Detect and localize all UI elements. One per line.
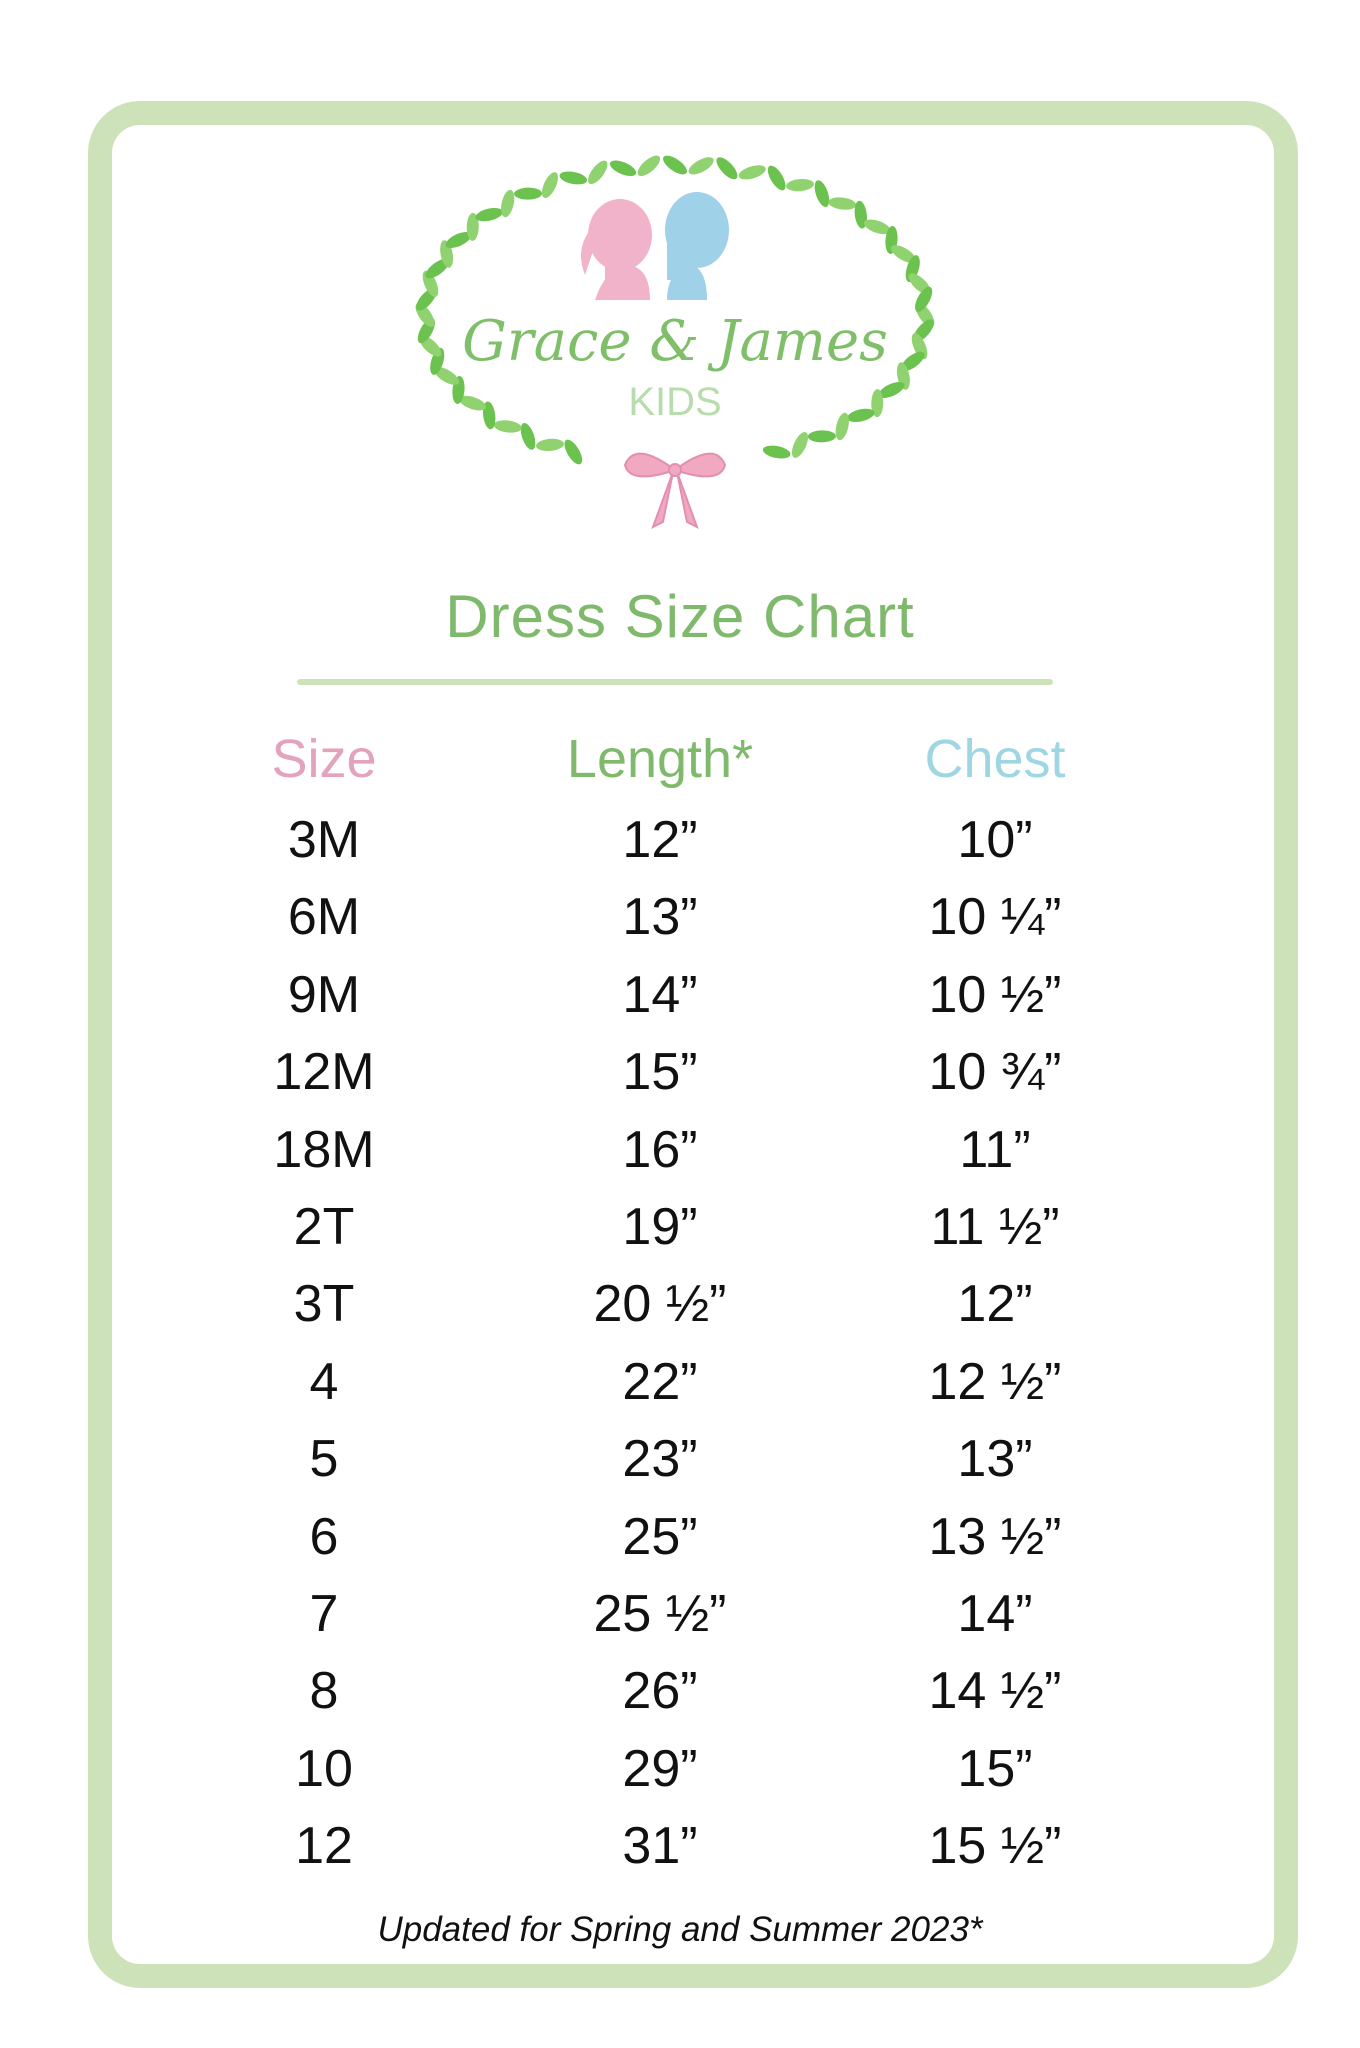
cell-size: 6 (309, 1507, 339, 1566)
header-length: Length* (566, 729, 754, 789)
cell-size: 3M (287, 811, 361, 869)
cell-length: 25 ½” (593, 1585, 727, 1643)
cell-size: 12M (273, 1043, 375, 1102)
cell-chest: 10 ¾” (928, 1043, 1062, 1102)
cell-chest: 10 ½” (928, 965, 1062, 1024)
cell-chest: 14” (957, 1585, 1033, 1643)
cell-chest: 12 ½” (928, 1352, 1062, 1411)
cell-length: 22” (622, 1352, 698, 1411)
cell-length: 16” (622, 1120, 698, 1179)
girl-silhouette-icon (581, 199, 652, 300)
cell-size: 2T (293, 1198, 355, 1256)
brand-logo: Grace & James KIDS (415, 155, 935, 530)
cell-size: 4 (309, 1352, 339, 1411)
cell-length: 26” (622, 1662, 698, 1721)
cell-size: 6M (287, 888, 361, 947)
cell-size: 18M (273, 1120, 375, 1179)
boy-silhouette-icon (665, 192, 729, 300)
cell-size: 3T (293, 1275, 355, 1334)
cell-chest: 13” (957, 1430, 1033, 1489)
cell-chest: 11 ½” (930, 1198, 1060, 1256)
cell-size: 12 (295, 1817, 353, 1876)
header-chest: Chest (924, 729, 1066, 789)
cell-length: 13” (622, 888, 698, 947)
cell-length: 15” (622, 1043, 698, 1102)
cell-chest: 10 ¼” (928, 888, 1062, 947)
cell-length: 19” (622, 1198, 698, 1256)
cell-chest: 12” (957, 1275, 1033, 1334)
footer-note: Updated for Spring and Summer 2023* (377, 1910, 983, 1949)
brand-sub: KIDS (628, 380, 721, 424)
cell-chest: 10” (957, 811, 1033, 869)
cell-length: 23” (622, 1430, 698, 1489)
cell-length: 31” (622, 1817, 698, 1876)
cell-length: 12” (622, 811, 698, 869)
header-size: Size (271, 729, 377, 789)
cell-chest: 13 ½” (928, 1507, 1062, 1566)
cell-length: 14” (622, 965, 698, 1024)
page-title: Dress Size Chart (445, 583, 915, 650)
cell-chest: 15” (957, 1739, 1033, 1798)
cell-size: 9M (287, 965, 361, 1024)
cell-length: 25” (622, 1507, 698, 1566)
cell-length: 20 ½” (593, 1275, 727, 1334)
cell-size: 5 (309, 1430, 339, 1489)
cell-size: 8 (309, 1662, 339, 1721)
chart-frame (88, 101, 1298, 1988)
brand-name: Grace & James (462, 309, 888, 374)
cell-size: 7 (309, 1585, 339, 1643)
bow-icon (623, 452, 727, 530)
cell-chest: 14 ½” (928, 1662, 1062, 1721)
cell-size: 10 (295, 1739, 353, 1798)
wreath-icon (415, 155, 935, 465)
cell-chest: 15 ½” (928, 1817, 1062, 1876)
divider (297, 679, 1053, 685)
cell-length: 29” (622, 1739, 698, 1798)
cell-chest: 11” (959, 1120, 1031, 1179)
